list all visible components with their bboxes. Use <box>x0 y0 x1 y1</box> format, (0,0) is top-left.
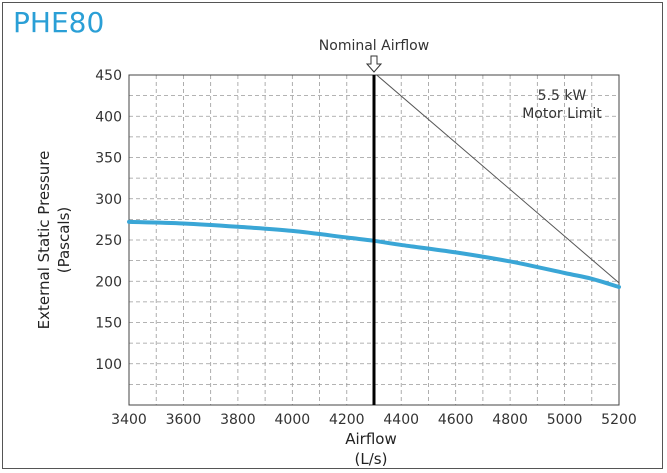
y-tick-label: 100 <box>95 357 122 373</box>
nominal-airflow-arrow-icon <box>365 55 383 73</box>
vertical-gridlines <box>155 75 593 405</box>
x-tick-label: 5200 <box>601 412 637 428</box>
y-tick-label: 450 <box>95 68 122 84</box>
y-axis-label: External Static Pressure <box>35 151 53 330</box>
y-tick-label: 350 <box>95 151 122 167</box>
y-tick-label: 400 <box>95 109 122 125</box>
x-tick-label: 4600 <box>438 412 474 428</box>
chart-frame: PHE80 <box>2 2 663 469</box>
y-tick-label: 200 <box>95 274 122 290</box>
x-tick-label: 3600 <box>166 412 202 428</box>
motor-limit-label-line1: 5.5 kW <box>538 88 587 104</box>
y-axis-unit: (Pascals) <box>55 207 73 274</box>
x-tick-label: 4200 <box>329 412 365 428</box>
motor-limit-label-line2: Motor Limit <box>522 106 602 122</box>
motor-limit-line <box>376 74 620 284</box>
x-tick-label: 4400 <box>383 412 419 428</box>
x-tick-label: 3400 <box>111 412 147 428</box>
x-tick-labels: 3400 3600 3800 4000 4200 4400 4600 4800 5000 5200 <box>111 412 637 428</box>
y-tick-labels: 100 150 200 250 300 350 400 450 <box>95 68 122 373</box>
nominal-airflow-label: Nominal Airflow <box>319 38 429 54</box>
chart-title: PHE80 <box>13 6 105 39</box>
x-axis-label: Airflow <box>345 430 397 448</box>
x-tick-label: 3800 <box>220 412 256 428</box>
x-tick-label: 4800 <box>492 412 528 428</box>
x-tick-label: 5000 <box>547 412 583 428</box>
x-tick-label: 4000 <box>275 412 311 428</box>
y-tick-label: 300 <box>95 192 122 208</box>
y-tick-label: 250 <box>95 233 122 249</box>
series-curve <box>127 219 621 290</box>
x-axis-unit: (L/s) <box>355 450 388 468</box>
y-tick-label: 150 <box>95 316 122 332</box>
